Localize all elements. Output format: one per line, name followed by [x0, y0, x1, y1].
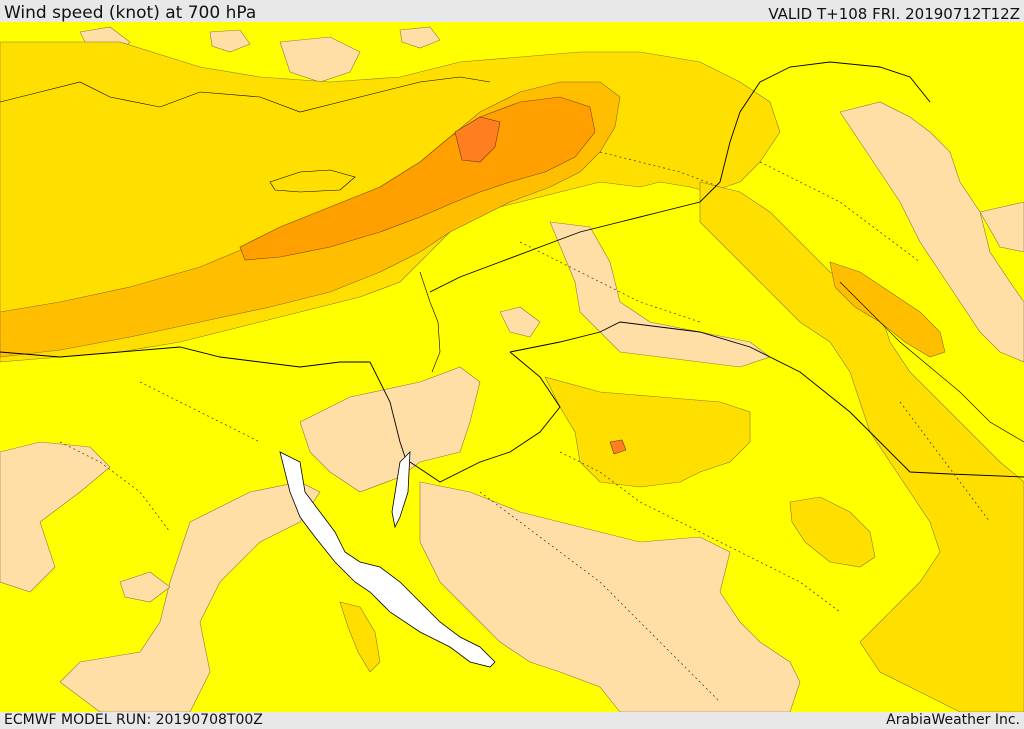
water-masked-area	[279, 450, 496, 668]
very-strong-wind-areas	[454, 116, 627, 455]
internal-boundaries	[59, 151, 991, 703]
calm-wind-areas	[0, 26, 1024, 712]
credit-label: ArabiaWeather Inc.	[886, 712, 1020, 728]
footer-bar: ECMWF MODEL RUN: 20190708T00Z ArabiaWeat…	[0, 712, 1024, 729]
valid-time: VALID T+108 FRI. 20190712T12Z	[768, 5, 1020, 23]
strong-wind-areas	[239, 96, 596, 261]
coastline	[0, 76, 1024, 443]
map-title: Wind speed (knot) at 700 hPa	[4, 3, 257, 23]
model-run-label: ECMWF MODEL RUN: 20190708T00Z	[4, 712, 263, 728]
title-bar: Wind speed (knot) at 700 hPa VALID T+108…	[0, 0, 1024, 23]
political-borders	[0, 61, 1024, 483]
wind-speed-map	[0, 22, 1024, 712]
